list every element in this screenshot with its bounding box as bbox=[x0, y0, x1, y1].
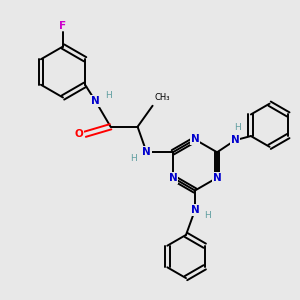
Text: O: O bbox=[74, 129, 83, 139]
Text: CH₃: CH₃ bbox=[155, 93, 170, 102]
Text: H: H bbox=[105, 91, 112, 100]
Text: N: N bbox=[190, 205, 200, 215]
Text: N: N bbox=[91, 96, 100, 106]
Text: F: F bbox=[59, 20, 67, 31]
Text: H: H bbox=[234, 123, 241, 132]
Text: N: N bbox=[142, 147, 151, 157]
Text: N: N bbox=[213, 173, 221, 183]
Text: N: N bbox=[169, 173, 177, 183]
Text: H: H bbox=[204, 211, 211, 220]
Text: N: N bbox=[190, 134, 200, 145]
Text: N: N bbox=[231, 135, 239, 145]
Text: H: H bbox=[130, 154, 137, 163]
